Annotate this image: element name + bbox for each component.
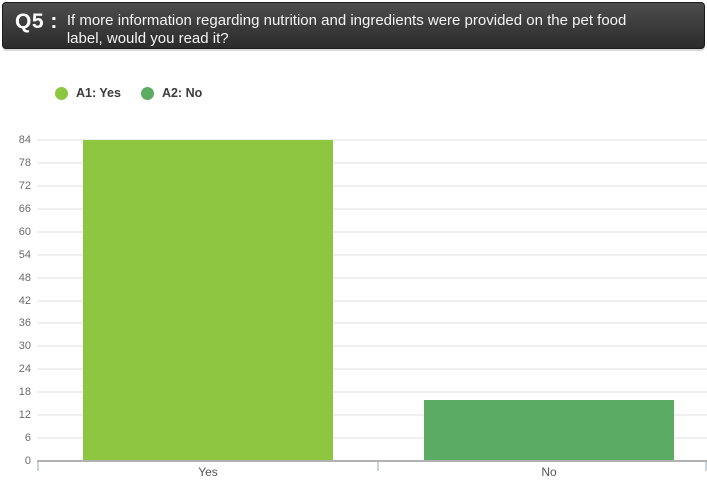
y-axis-tick-label: 36	[18, 317, 31, 330]
y-axis-tick-label: 48	[18, 271, 31, 284]
y-axis-tick-label: 30	[18, 340, 31, 353]
gridline-y-36	[37, 322, 707, 325]
y-axis-tick-label: 12	[18, 409, 31, 422]
gridline-y-42	[37, 299, 707, 302]
x-axis-tick	[37, 462, 39, 471]
y-axis-tick-label: 42	[18, 294, 31, 307]
y-axis-tick-label: 60	[18, 225, 31, 238]
y-axis-tick-label: 66	[18, 202, 31, 215]
legend-dot-icon	[140, 86, 154, 100]
bar-no	[424, 399, 674, 461]
question-header: Q5 : If more information regarding nutri…	[2, 2, 705, 49]
y-axis-tick-label: 84	[18, 134, 31, 146]
gridline-y-30	[37, 345, 707, 348]
gridline-y-84	[37, 139, 707, 141]
gridline-y-6	[37, 437, 707, 440]
legend-item-a2-no[interactable]: A2: No	[140, 86, 203, 100]
gridline-y-24	[37, 368, 707, 371]
y-axis-tick-label: 6	[24, 432, 31, 445]
y-axis-tick-label: 24	[18, 363, 31, 376]
y-axis-tick-label: 54	[18, 248, 31, 261]
y-axis-tick-label: 0	[24, 455, 31, 467]
y-axis-tick-label: 18	[18, 386, 31, 399]
gridline-y-54	[37, 253, 707, 256]
y-axis-tick-label: 78	[18, 156, 31, 169]
question-text: If more information regarding nutrition …	[66, 12, 627, 48]
gridline-y-78	[37, 161, 707, 164]
gridline-y-66	[37, 207, 707, 210]
y-axis-tick-label: 72	[18, 179, 31, 192]
bar-yes	[83, 140, 333, 461]
gridline-y-72	[37, 184, 707, 187]
legend-label: A2: No	[161, 86, 203, 100]
gridline-y-60	[37, 230, 707, 233]
question-number: Q5 :	[15, 10, 58, 33]
gridline-y-12	[37, 414, 707, 417]
gridline-y-48	[37, 276, 707, 279]
x-axis-line	[37, 460, 707, 462]
x-axis-category-label-yes: Yes	[198, 465, 218, 479]
x-axis-tick	[705, 462, 707, 471]
x-axis-tick	[377, 462, 379, 471]
legend-item-a1-yes[interactable]: A1: Yes	[55, 86, 121, 100]
x-axis-category-label-no: No	[541, 465, 557, 479]
legend-label: A1: Yes	[76, 86, 121, 100]
legend-dot-icon	[55, 86, 68, 100]
chart-legend: A1: Yes A2: No	[55, 86, 202, 100]
gridline-y-18	[37, 391, 707, 394]
